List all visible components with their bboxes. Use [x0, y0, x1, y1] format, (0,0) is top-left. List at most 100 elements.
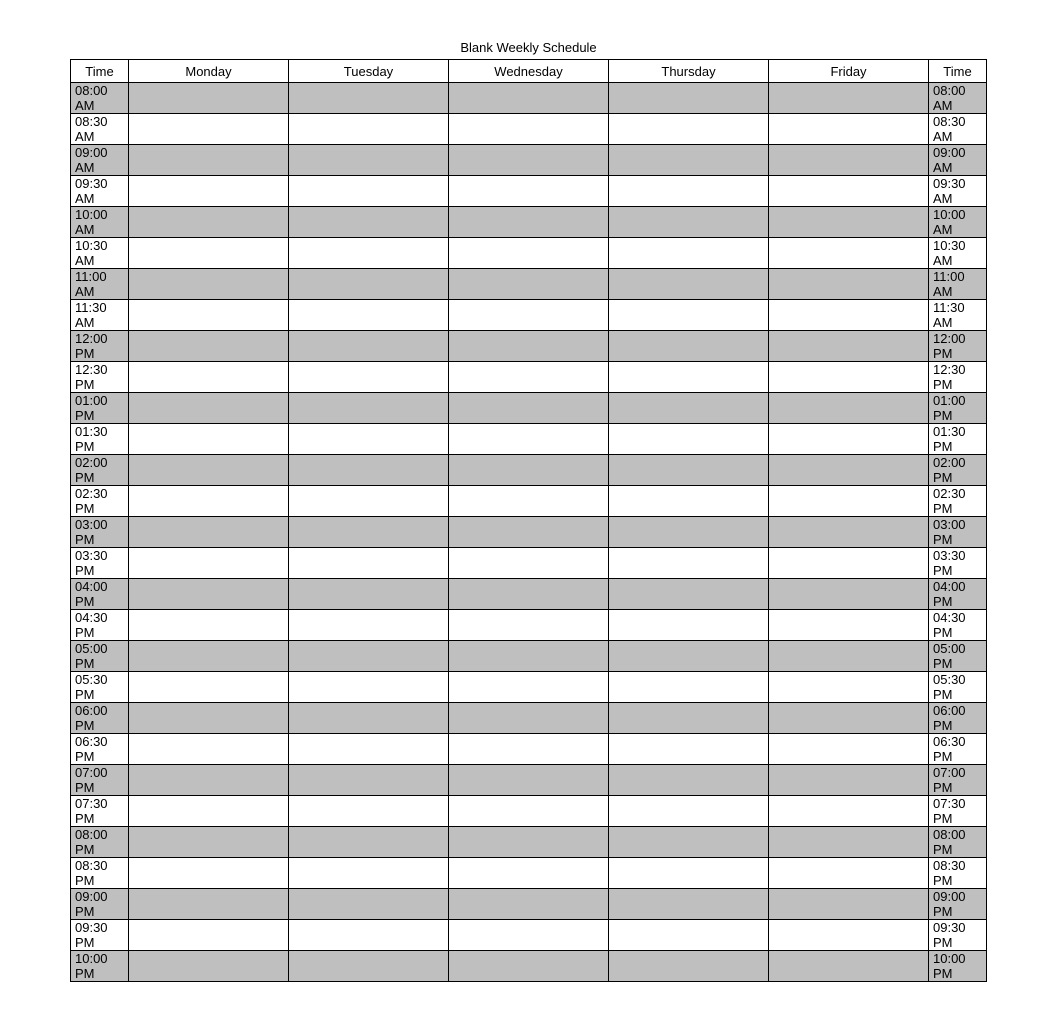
time-cell-right: 08:30 PM: [929, 858, 987, 889]
schedule-cell: [289, 858, 449, 889]
schedule-cell: [769, 269, 929, 300]
schedule-cell: [769, 331, 929, 362]
schedule-cell: [129, 920, 289, 951]
table-row: 06:00 PM 06:00 PM: [71, 703, 987, 734]
schedule-cell: [289, 672, 449, 703]
schedule-cell: [449, 703, 609, 734]
schedule-cell: [609, 83, 769, 114]
time-cell-left: 10:00 AM: [71, 207, 129, 238]
schedule-cell: [609, 765, 769, 796]
schedule-cell: [129, 827, 289, 858]
schedule-cell: [609, 176, 769, 207]
schedule-cell: [449, 486, 609, 517]
schedule-cell: [129, 300, 289, 331]
schedule-cell: [449, 176, 609, 207]
time-cell-right: 05:30 PM: [929, 672, 987, 703]
schedule-cell: [449, 641, 609, 672]
schedule-cell: [769, 920, 929, 951]
schedule-cell: [129, 641, 289, 672]
time-cell-right: 03:00 PM: [929, 517, 987, 548]
schedule-cell: [769, 145, 929, 176]
schedule-cell: [769, 889, 929, 920]
schedule-cell: [129, 238, 289, 269]
schedule-cell: [449, 424, 609, 455]
schedule-cell: [289, 207, 449, 238]
schedule-cell: [449, 672, 609, 703]
schedule-cell: [449, 548, 609, 579]
time-cell-right: 12:30 PM: [929, 362, 987, 393]
time-cell-left: 10:30 AM: [71, 238, 129, 269]
schedule-cell: [609, 610, 769, 641]
time-cell-left: 02:00 PM: [71, 455, 129, 486]
time-cell-left: 08:30 PM: [71, 858, 129, 889]
schedule-cell: [609, 703, 769, 734]
table-row: 08:00 PM08:00 PM: [71, 827, 987, 858]
time-cell-left: 07:00 PM: [71, 765, 129, 796]
schedule-cell: [289, 145, 449, 176]
schedule-cell: [289, 486, 449, 517]
schedule-cell: [769, 548, 929, 579]
time-cell-right: 06:00 PM: [929, 703, 987, 734]
schedule-cell: [449, 889, 609, 920]
header-time-right: Time: [929, 60, 987, 83]
schedule-cell: [129, 703, 289, 734]
table-row: 06:30 PM06:30 PM: [71, 734, 987, 765]
table-row: 03:00 PM03:00 PM: [71, 517, 987, 548]
schedule-cell: [449, 734, 609, 765]
schedule-cell: [289, 920, 449, 951]
time-cell-left: 06:30 PM: [71, 734, 129, 765]
schedule-cell: [129, 858, 289, 889]
time-cell-right: 02:00 PM: [929, 455, 987, 486]
schedule-cell: [129, 269, 289, 300]
schedule-cell: [449, 610, 609, 641]
time-cell-right: 05:00 PM: [929, 641, 987, 672]
schedule-cell: [609, 517, 769, 548]
schedule-cell: [769, 362, 929, 393]
time-cell-right: 02:30 PM: [929, 486, 987, 517]
schedule-cell: [769, 827, 929, 858]
schedule-cell: [449, 393, 609, 424]
schedule-cell: [609, 858, 769, 889]
schedule-title: Blank Weekly Schedule: [70, 40, 987, 55]
schedule-cell: [129, 548, 289, 579]
table-row: 09:30 AM09:30 AM: [71, 176, 987, 207]
schedule-cell: [769, 393, 929, 424]
time-cell-right: 01:30 PM: [929, 424, 987, 455]
schedule-cell: [769, 83, 929, 114]
time-cell-left: 09:30 PM: [71, 920, 129, 951]
schedule-cell: [769, 207, 929, 238]
schedule-table: Time Monday Tuesday Wednesday Thursday F…: [70, 59, 987, 982]
time-cell-right: 09:30 AM: [929, 176, 987, 207]
schedule-cell: [289, 951, 449, 982]
time-cell-right: 11:30 AM: [929, 300, 987, 331]
time-cell-right: 07:30 PM: [929, 796, 987, 827]
schedule-cell: [449, 300, 609, 331]
schedule-cell: [769, 114, 929, 145]
schedule-cell: [609, 486, 769, 517]
schedule-cell: [129, 765, 289, 796]
schedule-cell: [609, 734, 769, 765]
schedule-cell: [609, 238, 769, 269]
schedule-cell: [289, 827, 449, 858]
schedule-cell: [769, 300, 929, 331]
table-row: 09:30 PM09:30 PM: [71, 920, 987, 951]
schedule-cell: [289, 455, 449, 486]
schedule-cell: [289, 83, 449, 114]
schedule-cell: [609, 548, 769, 579]
schedule-cell: [129, 176, 289, 207]
schedule-cell: [609, 207, 769, 238]
table-row: 01:00 PM01:00 PM: [71, 393, 987, 424]
schedule-cell: [769, 765, 929, 796]
schedule-cell: [769, 703, 929, 734]
schedule-cell: [609, 672, 769, 703]
schedule-cell: [289, 238, 449, 269]
schedule-cell: [129, 889, 289, 920]
schedule-cell: [769, 641, 929, 672]
time-cell-left: 08:30 AM: [71, 114, 129, 145]
schedule-cell: [129, 951, 289, 982]
time-cell-left: 06:00 PM: [71, 703, 129, 734]
schedule-cell: [289, 765, 449, 796]
schedule-cell: [609, 114, 769, 145]
schedule-cell: [129, 672, 289, 703]
schedule-cell: [129, 455, 289, 486]
